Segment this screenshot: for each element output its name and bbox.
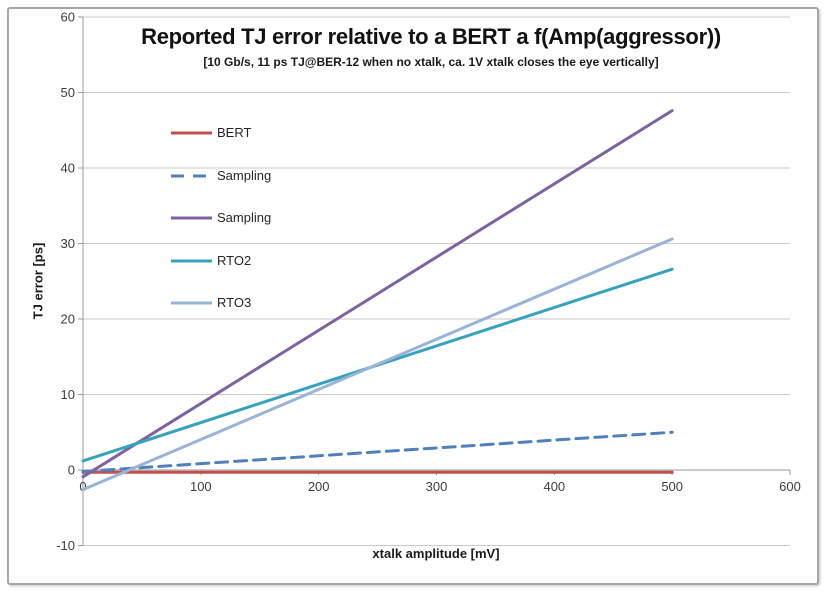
legend-swatch-line	[171, 216, 212, 220]
y-tick-label: 0	[68, 463, 75, 478]
y-tick-label: 30	[61, 236, 75, 251]
series-line-sampling-2	[81, 109, 674, 479]
legend-swatch-line	[171, 174, 212, 177]
legend-label: RTO3	[217, 295, 252, 310]
x-tick-label: 300	[426, 479, 448, 494]
legend-label: Sampling	[217, 167, 272, 183]
legend-item-sampling-1: Sampling	[171, 166, 271, 186]
legend-swatch-line	[171, 131, 212, 135]
x-tick-label: 0	[79, 479, 86, 494]
x-tick-label: 200	[308, 479, 330, 494]
legend-label: Sampling	[217, 210, 272, 225]
legend-swatch-line	[171, 259, 212, 262]
x-tick-label: 500	[661, 479, 683, 494]
y-tick-label: 20	[61, 312, 75, 327]
x-tick-label: 400	[543, 479, 565, 494]
series-line-rto3-4	[81, 237, 674, 492]
y-tick-label: 60	[61, 10, 75, 25]
y-tick-label: 50	[61, 85, 75, 100]
x-axis-title: xtalk amplitude [mV]	[372, 546, 500, 561]
y-tick-label: 10	[61, 387, 75, 402]
y-tick-label: -10	[56, 538, 75, 553]
chart-title: Reported TJ error relative to a BERT a f…	[141, 24, 721, 49]
legend-label: RTO2	[217, 252, 252, 268]
x-tick-label: 100	[190, 479, 212, 494]
legend-item-rto3-4: RTO3	[171, 293, 251, 313]
chart-frame	[7, 7, 819, 585]
legend-label: BERT	[217, 125, 252, 140]
legend-swatch-line	[171, 301, 212, 305]
x-tick-label: 600	[779, 479, 801, 494]
y-axis-title: TJ error [ps]	[30, 242, 46, 320]
legend-item-bert-0: BERT	[171, 123, 251, 143]
y-tick-label: 40	[61, 161, 75, 176]
legend-item-rto2-3: RTO2	[171, 251, 251, 271]
legend-item-sampling-2: Sampling	[171, 208, 271, 228]
series-line-sampling-1	[81, 430, 674, 474]
chart-subtitle: [10 Gb/s, 11 ps TJ@BER-12 when no xtalk,…	[203, 55, 659, 69]
